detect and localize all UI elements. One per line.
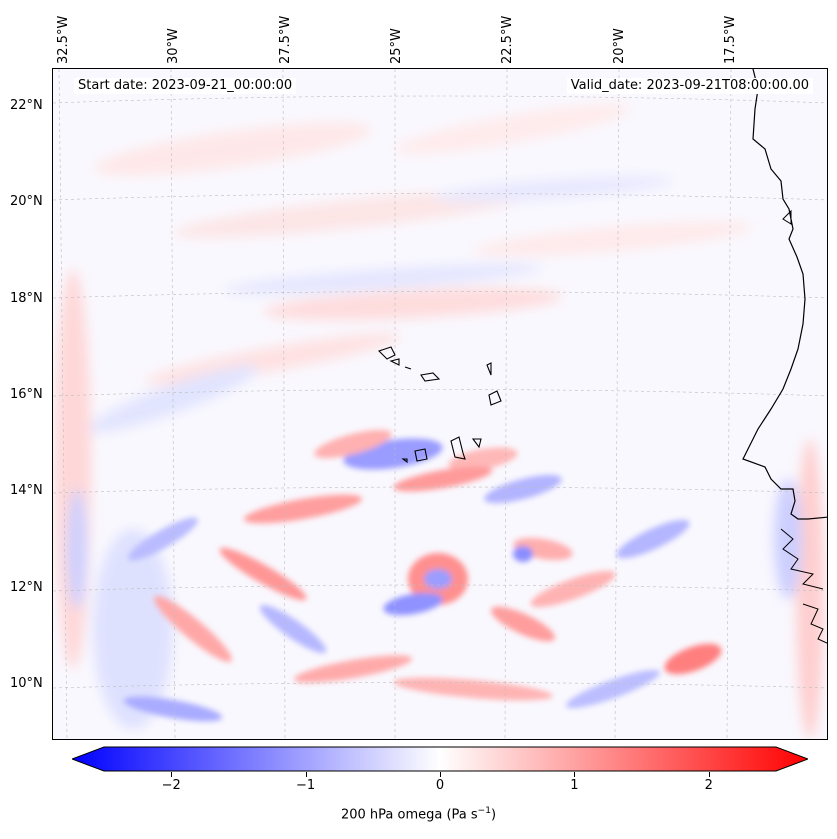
lat-label-14n: 14°N xyxy=(10,483,43,498)
africa-coastline xyxy=(742,69,827,520)
colorbar-tick-label: 0 xyxy=(435,778,445,793)
lat-label-18n: 18°N xyxy=(10,291,43,306)
valid-date-annotation: Valid_date: 2023-09-21T08:00:00.00 xyxy=(566,78,813,94)
omega-field-map xyxy=(53,69,827,739)
lat-label-12n: 12°N xyxy=(10,580,43,595)
map-panel xyxy=(52,68,828,740)
colorbar-tick-label: −2 xyxy=(161,778,181,793)
lon-label-17-5w: 17.5°W xyxy=(723,15,738,64)
cape-verde-islands xyxy=(377,346,502,464)
lon-label-27-5w: 27.5°W xyxy=(278,15,293,64)
lat-label-22n: 22°N xyxy=(10,98,43,113)
colorbar-tick-label: 1 xyxy=(570,778,579,793)
colorbar-tickmark xyxy=(574,772,576,777)
lon-label-30w: 30°W xyxy=(166,28,181,64)
lat-label-10n: 10°N xyxy=(10,676,43,691)
lon-label-20w: 20°W xyxy=(612,28,627,64)
start-date-annotation: Start date: 2023-09-21_00:00:00 xyxy=(74,78,297,94)
lat-label-16n: 16°N xyxy=(10,387,43,402)
colorbar-tickmark xyxy=(440,772,441,777)
colorbar-tick-label: 2 xyxy=(704,778,713,793)
colorbar-tickmark xyxy=(171,772,173,777)
lon-label-22-5w: 22.5°W xyxy=(500,15,515,64)
lat-label-20n: 20°N xyxy=(10,194,43,209)
lon-label-25w: 25°W xyxy=(389,28,404,64)
lon-label-32-5w: 32.5°W xyxy=(56,15,71,64)
colorbar-tickmark xyxy=(708,772,710,777)
colorbar-tickmark xyxy=(305,772,307,777)
colorbar-label: 200 hPa omega (Pa s−1) xyxy=(340,806,497,823)
colorbar xyxy=(72,746,808,772)
colorbar-tick-label: −1 xyxy=(296,778,316,793)
